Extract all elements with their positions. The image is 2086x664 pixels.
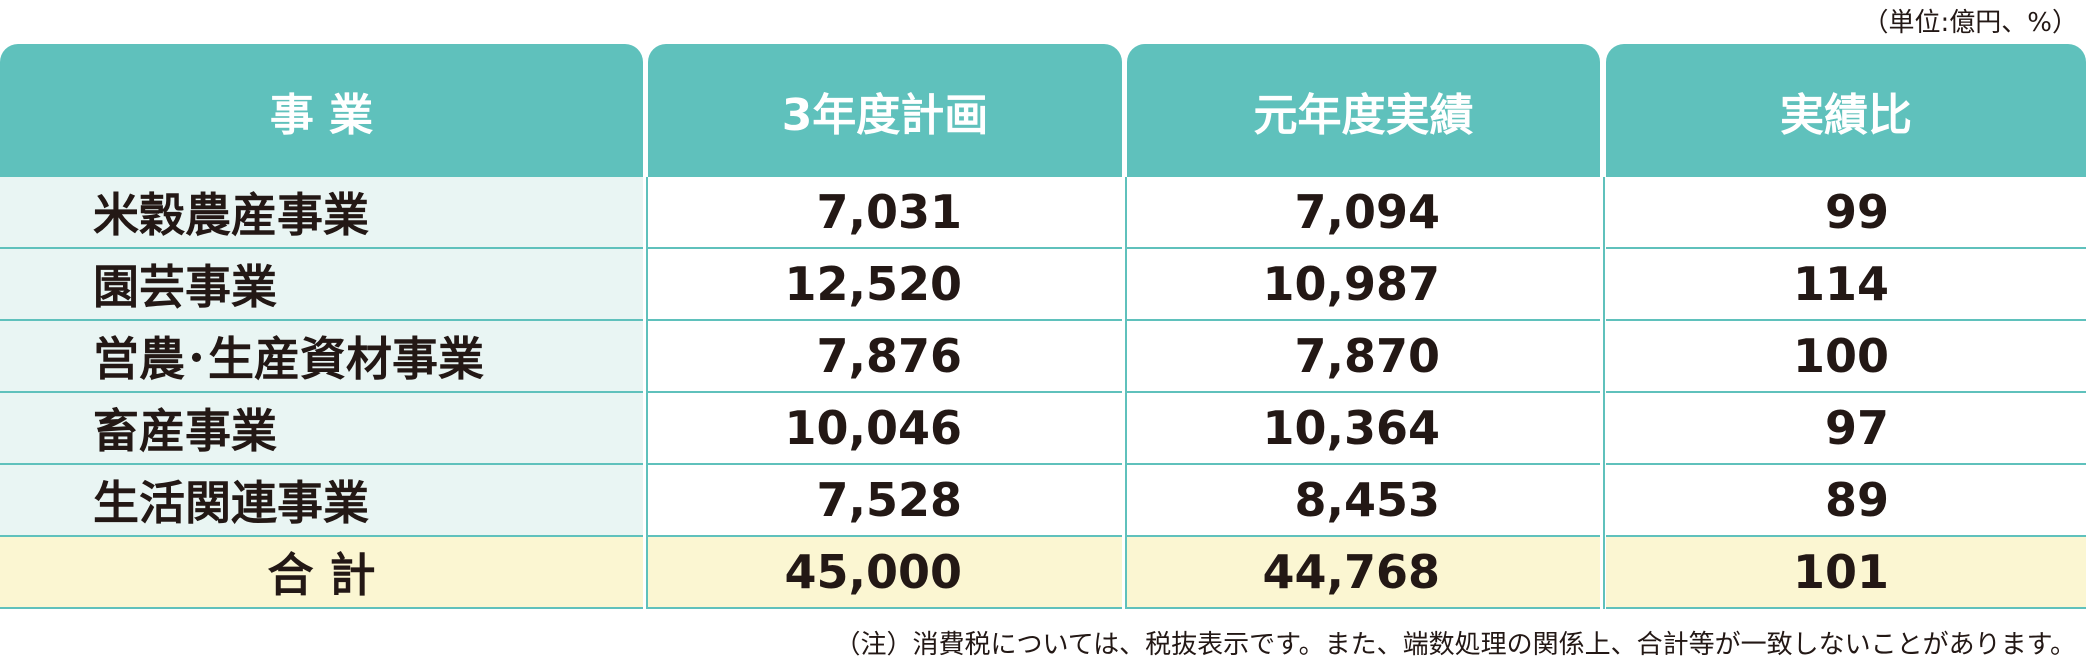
header-cell: 事 業: [0, 44, 643, 177]
row-label: 営農･生産資材事業: [0, 321, 643, 393]
header-cell: 元年度実績: [1127, 44, 1600, 177]
row-label: 畜産事業: [0, 393, 643, 465]
column-divider: [1603, 177, 1605, 609]
header-cell: 実績比: [1606, 44, 2086, 177]
value-cell: 45,000: [648, 537, 1122, 609]
footnote: （注）消費税については、税抜表示です。また、端数処理の関係上、合計等が一致しない…: [834, 630, 2076, 660]
value-cell: 114: [1606, 249, 2086, 321]
value-cell: 7,870: [1127, 321, 1600, 393]
unit-note: （単位:億円、%）: [1862, 8, 2078, 38]
value-cell: 89: [1606, 465, 2086, 537]
value-cell: 10,046: [648, 393, 1122, 465]
row-label: 合 計: [0, 537, 643, 609]
row-label: 米穀農産事業: [0, 177, 643, 249]
value-cell: 7,094: [1127, 177, 1600, 249]
column-divider: [1125, 177, 1127, 609]
value-cell: 7,528: [648, 465, 1122, 537]
value-cell: 8,453: [1127, 465, 1600, 537]
value-cell: 7,031: [648, 177, 1122, 249]
value-cell: 7,876: [648, 321, 1122, 393]
value-cell: 10,987: [1127, 249, 1600, 321]
value-cell: 44,768: [1127, 537, 1600, 609]
column-divider: [646, 177, 648, 609]
header-cell: 3年度計画: [648, 44, 1122, 177]
row-label: 園芸事業: [0, 249, 643, 321]
value-cell: 100: [1606, 321, 2086, 393]
value-cell: 97: [1606, 393, 2086, 465]
value-cell: 12,520: [648, 249, 1122, 321]
value-cell: 10,364: [1127, 393, 1600, 465]
value-cell: 99: [1606, 177, 2086, 249]
value-cell: 101: [1606, 537, 2086, 609]
row-label: 生活関連事業: [0, 465, 643, 537]
